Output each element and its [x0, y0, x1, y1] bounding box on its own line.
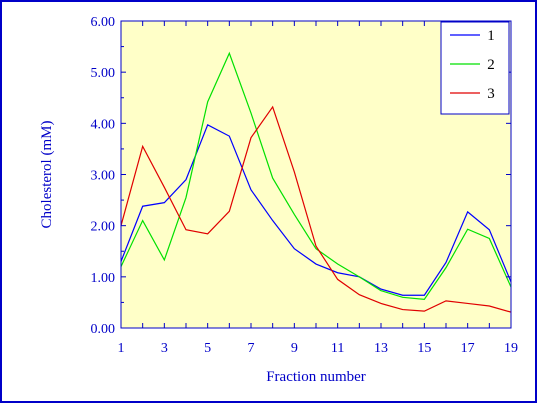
legend-box	[440, 21, 510, 115]
legend-label-2: 2	[487, 57, 495, 73]
y-tick-label: 5.00	[91, 66, 116, 81]
x-axis-title: Fraction number	[266, 369, 366, 385]
y-tick-label: 4.00	[91, 117, 116, 132]
x-tick-label: 3	[161, 341, 168, 356]
x-tick-label: 15	[417, 341, 431, 356]
y-tick-label: 2.00	[91, 220, 116, 235]
legend-label-1: 1	[487, 28, 495, 44]
x-tick-label: 19	[504, 341, 518, 356]
y-tick-label: 0.00	[91, 322, 116, 337]
y-tick-label: 3.00	[91, 169, 116, 184]
y-axis-title: Cholesterol (mM)	[39, 121, 55, 229]
legend: 1 2 3	[440, 21, 510, 115]
series-line-1	[120, 124, 512, 296]
x-tick-label: 1	[118, 341, 125, 356]
x-tick-label: 5	[204, 341, 211, 356]
x-tick-label: 9	[291, 341, 298, 356]
x-tick-label: 13	[374, 341, 388, 356]
x-tick-label: 7	[248, 341, 255, 356]
axis-layer: 0.001.002.003.004.005.006.001 3 5 7 9 11 13 15 1…	[91, 15, 519, 356]
y-tick-label: 6.00	[91, 15, 116, 30]
series-line-3	[120, 105, 512, 313]
y-tick-label: 1.00	[91, 271, 116, 286]
x-tick-label: 11	[331, 341, 344, 356]
series-layer	[120, 51, 512, 313]
legend-label-3: 3	[487, 86, 495, 102]
x-tick-label: 17	[461, 341, 475, 356]
series-line-2	[120, 51, 512, 300]
